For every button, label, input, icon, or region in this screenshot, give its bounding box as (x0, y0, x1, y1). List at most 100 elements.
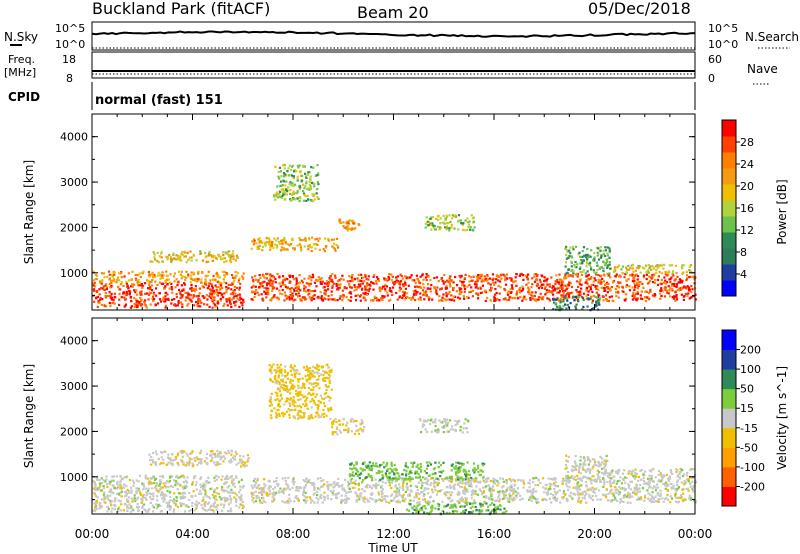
echo-cell (609, 485, 613, 488)
echo-cell (235, 254, 239, 257)
echo-cell (159, 481, 162, 484)
echo-cell (375, 282, 378, 285)
echo-cell (386, 294, 389, 297)
echo-cell (190, 286, 193, 289)
echo-cell (608, 249, 611, 252)
echo-cell (566, 250, 569, 253)
echo-cell (304, 480, 307, 483)
echo-cell (669, 281, 672, 284)
echo-cell (353, 486, 356, 489)
echo-cell (504, 283, 508, 286)
echo-cell (227, 283, 230, 287)
echo-cell (102, 285, 105, 288)
echo-cell (535, 273, 538, 276)
echo-cell (152, 293, 155, 296)
echo-cell (202, 482, 205, 485)
echo-cell (345, 491, 348, 494)
echo-cell (445, 279, 449, 282)
echo-cell (133, 305, 136, 309)
echo-cell (93, 491, 96, 494)
echo-cell (152, 498, 155, 501)
echo-cell (99, 296, 102, 300)
echo-cell (606, 264, 609, 267)
echo-cell (213, 299, 216, 302)
echo-cell (236, 256, 239, 259)
echo-cell (156, 251, 159, 254)
echo-cell (415, 492, 418, 495)
echo-cell (394, 467, 397, 471)
echo-cell (459, 287, 462, 290)
echo-cell (375, 465, 378, 468)
echo-cell (294, 496, 297, 499)
echo-cell (105, 478, 108, 481)
echo-cell (211, 306, 214, 309)
echo-cell (363, 490, 366, 493)
echo-cell (307, 237, 311, 240)
echo-cell (692, 490, 695, 493)
echo-cell (292, 483, 295, 486)
echo-cell (207, 260, 210, 263)
echo-cell (660, 282, 663, 285)
echo-cell (657, 497, 660, 501)
echo-cell (338, 220, 341, 223)
echo-cell (393, 463, 396, 466)
echo-cell (613, 479, 616, 482)
power-echo-cells (92, 164, 697, 312)
echo-cell (550, 478, 553, 481)
echo-cell (628, 494, 631, 497)
echo-cell (503, 491, 506, 494)
echo-cell (522, 297, 525, 300)
echo-cell (363, 500, 366, 503)
echo-cell (658, 479, 661, 482)
echo-cell (443, 280, 446, 283)
echo-cell (584, 272, 587, 275)
echo-cell (238, 288, 241, 291)
echo-cell (564, 303, 567, 306)
echo-cell (414, 285, 417, 288)
echo-cell (468, 280, 471, 283)
echo-cell (211, 259, 214, 262)
echo-cell (543, 287, 546, 290)
echo-cell (568, 255, 571, 258)
echo-cell (589, 261, 592, 264)
echo-cell (100, 506, 103, 509)
echo-cell (397, 478, 400, 481)
echo-cell (198, 492, 201, 495)
echo-cell (401, 487, 404, 490)
echo-cell (274, 243, 277, 246)
echo-cell (308, 238, 311, 241)
echo-cell (436, 225, 439, 228)
echo-cell (606, 481, 609, 484)
echo-cell (625, 495, 628, 498)
echo-cell (227, 477, 230, 480)
echo-cell (669, 501, 672, 504)
echo-cell (140, 290, 143, 293)
echo-cell (558, 291, 561, 294)
echo-cell (581, 308, 584, 311)
echo-cell (106, 486, 109, 489)
echo-cell (599, 282, 603, 285)
echo-cell (434, 461, 437, 464)
echo-cell (336, 246, 340, 249)
echo-cell (155, 487, 158, 491)
echo-cell (686, 277, 689, 280)
echo-cell (605, 298, 608, 301)
echo-cell (634, 269, 637, 272)
echo-cell (134, 277, 137, 280)
echo-cell (359, 299, 362, 302)
echo-cell (184, 278, 187, 281)
echo-cell (482, 477, 485, 480)
echo-cell (258, 286, 261, 289)
echo-cell (609, 481, 612, 484)
echo-cell (267, 494, 270, 497)
echo-cell (437, 461, 441, 464)
echo-cell (539, 481, 542, 485)
echo-cell (303, 165, 306, 168)
echo-cell (204, 278, 207, 281)
echo-cell (486, 274, 489, 277)
echo-cell (285, 188, 288, 192)
echo-cell (361, 282, 364, 285)
echo-cell (434, 228, 438, 231)
echo-cell (318, 488, 321, 491)
